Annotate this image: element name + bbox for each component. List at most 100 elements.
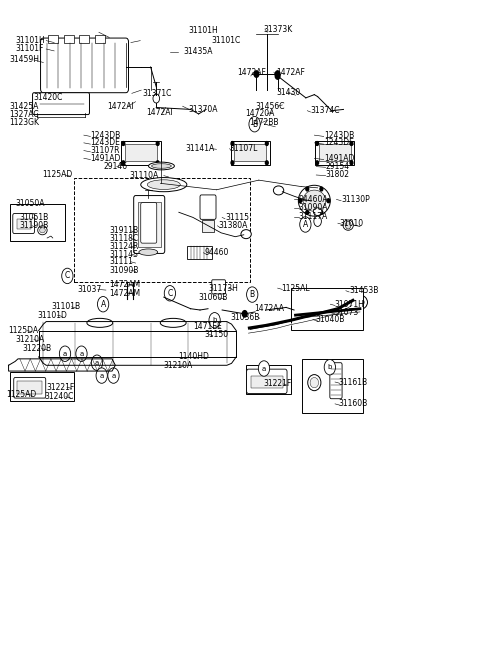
Text: 31371C: 31371C <box>143 89 172 98</box>
Text: 31161B: 31161B <box>339 377 368 386</box>
Text: 31425A: 31425A <box>10 102 39 111</box>
Bar <box>246 365 291 394</box>
Bar <box>230 141 270 165</box>
Ellipse shape <box>40 228 45 233</box>
Text: 1472AF: 1472AF <box>238 68 266 77</box>
Ellipse shape <box>313 208 322 215</box>
Text: 31210A: 31210A <box>164 361 193 370</box>
Text: 31101B: 31101B <box>52 302 81 312</box>
Text: b: b <box>213 318 217 323</box>
Text: 31210A: 31210A <box>15 335 44 344</box>
Text: 1243DB: 1243DB <box>324 131 354 140</box>
Text: 31051B: 31051B <box>19 213 48 222</box>
Text: 31141A: 31141A <box>185 144 214 153</box>
Circle shape <box>254 71 259 77</box>
Circle shape <box>276 73 280 79</box>
Text: 31111: 31111 <box>109 257 133 266</box>
Ellipse shape <box>300 314 307 320</box>
Circle shape <box>209 312 220 328</box>
Ellipse shape <box>38 226 47 235</box>
Text: b: b <box>328 364 332 370</box>
Text: a: a <box>95 359 99 365</box>
Circle shape <box>231 161 234 165</box>
Bar <box>79 35 89 43</box>
Bar <box>138 202 160 247</box>
Text: 31110A: 31110A <box>130 171 159 180</box>
Text: 94460: 94460 <box>204 248 229 257</box>
FancyBboxPatch shape <box>14 377 46 398</box>
Ellipse shape <box>160 318 186 327</box>
Text: C: C <box>65 272 70 280</box>
Circle shape <box>122 161 125 165</box>
Text: 31101D: 31101D <box>38 311 68 319</box>
Text: 31101H: 31101H <box>15 36 45 45</box>
Text: 31370A: 31370A <box>188 105 218 114</box>
FancyBboxPatch shape <box>33 92 89 115</box>
Circle shape <box>247 287 258 302</box>
Text: 31107L: 31107L <box>229 144 258 153</box>
Bar <box>74 178 251 281</box>
Bar <box>187 246 212 258</box>
Circle shape <box>314 216 322 226</box>
Text: 1472AI: 1472AI <box>146 108 173 117</box>
Circle shape <box>316 161 319 165</box>
Circle shape <box>231 142 234 146</box>
Text: 31118C: 31118C <box>109 234 138 243</box>
Ellipse shape <box>241 230 252 239</box>
Circle shape <box>153 94 159 103</box>
Circle shape <box>346 221 351 229</box>
Text: 31010: 31010 <box>340 218 364 228</box>
Text: 29154: 29154 <box>325 162 350 171</box>
Text: 1491AD: 1491AD <box>90 154 121 163</box>
Text: 1140HD: 1140HD <box>178 352 209 361</box>
Circle shape <box>299 199 301 203</box>
Text: 31221F: 31221F <box>264 379 292 388</box>
Text: 31037: 31037 <box>78 285 102 294</box>
Bar <box>203 220 214 232</box>
Bar <box>95 35 105 43</box>
Text: 1243DE: 1243DE <box>90 138 120 148</box>
Circle shape <box>156 142 159 146</box>
Circle shape <box>122 142 125 146</box>
Text: 1472AF: 1472AF <box>276 68 306 77</box>
Text: a: a <box>111 373 116 379</box>
Bar <box>251 376 283 388</box>
Circle shape <box>350 161 353 165</box>
Ellipse shape <box>356 298 364 306</box>
Circle shape <box>327 199 330 203</box>
Text: 1491AD: 1491AD <box>324 154 354 163</box>
Text: 1125AD: 1125AD <box>6 390 36 399</box>
Text: 31040B: 31040B <box>315 315 345 324</box>
Bar <box>63 35 74 43</box>
Text: a: a <box>262 365 266 371</box>
Circle shape <box>60 346 71 361</box>
FancyBboxPatch shape <box>247 369 287 394</box>
Text: 31115: 31115 <box>225 213 249 222</box>
Text: 31150: 31150 <box>204 330 229 339</box>
Circle shape <box>306 211 309 215</box>
Text: 1327AC: 1327AC <box>10 110 39 119</box>
Bar <box>11 204 65 241</box>
Ellipse shape <box>274 186 284 195</box>
Circle shape <box>249 117 260 132</box>
Ellipse shape <box>141 178 187 192</box>
Text: 31073: 31073 <box>334 308 359 317</box>
Text: 31435A: 31435A <box>183 47 213 56</box>
Text: 31220B: 31220B <box>23 344 52 353</box>
Text: 31802: 31802 <box>325 171 349 180</box>
Bar <box>48 35 59 43</box>
Text: 31373K: 31373K <box>264 24 293 33</box>
Text: 1472AM: 1472AM <box>109 289 140 298</box>
Ellipse shape <box>139 249 157 255</box>
Text: 94460A: 94460A <box>299 195 328 204</box>
Circle shape <box>316 142 319 146</box>
Text: 31453B: 31453B <box>349 286 379 295</box>
Text: 31380A: 31380A <box>219 221 248 230</box>
Circle shape <box>76 346 87 361</box>
Circle shape <box>350 142 353 146</box>
Ellipse shape <box>152 164 171 168</box>
Circle shape <box>156 161 159 165</box>
Text: 31090A: 31090A <box>299 203 328 213</box>
Text: 1472AI: 1472AI <box>108 102 134 111</box>
Circle shape <box>324 359 336 375</box>
